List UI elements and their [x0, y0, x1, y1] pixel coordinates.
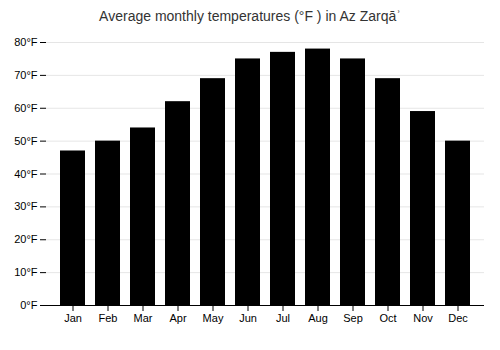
- svg-text:0°F: 0°F: [20, 299, 38, 311]
- svg-text:30°F: 30°F: [14, 200, 38, 212]
- svg-text:80°F: 80°F: [14, 36, 38, 48]
- svg-text:Mar: Mar: [134, 312, 153, 324]
- svg-text:Jun: Jun: [239, 312, 257, 324]
- svg-text:40°F: 40°F: [14, 168, 38, 180]
- svg-text:10°F: 10°F: [14, 266, 38, 278]
- svg-text:Apr: Apr: [169, 312, 186, 324]
- html-text:Average monthly temperatures (: Average monthly temperatures (°F ) in Az…: [99, 8, 401, 24]
- svg-text:Nov: Nov: [413, 312, 433, 324]
- svg-text:Aug: Aug: [308, 312, 328, 324]
- svg-text:Sep: Sep: [343, 312, 363, 324]
- svg-text:60°F: 60°F: [14, 102, 38, 114]
- svg-text:Jul: Jul: [276, 312, 290, 324]
- svg-text:Oct: Oct: [379, 312, 396, 324]
- svg-text:Jan: Jan: [64, 312, 82, 324]
- svg-text:Feb: Feb: [99, 312, 118, 324]
- svg-text:20°F: 20°F: [14, 233, 38, 245]
- svg-text:Dec: Dec: [448, 312, 468, 324]
- svg-text:May: May: [203, 312, 224, 324]
- svg-text:50°F: 50°F: [14, 135, 38, 147]
- svg-text:70°F: 70°F: [14, 69, 38, 81]
